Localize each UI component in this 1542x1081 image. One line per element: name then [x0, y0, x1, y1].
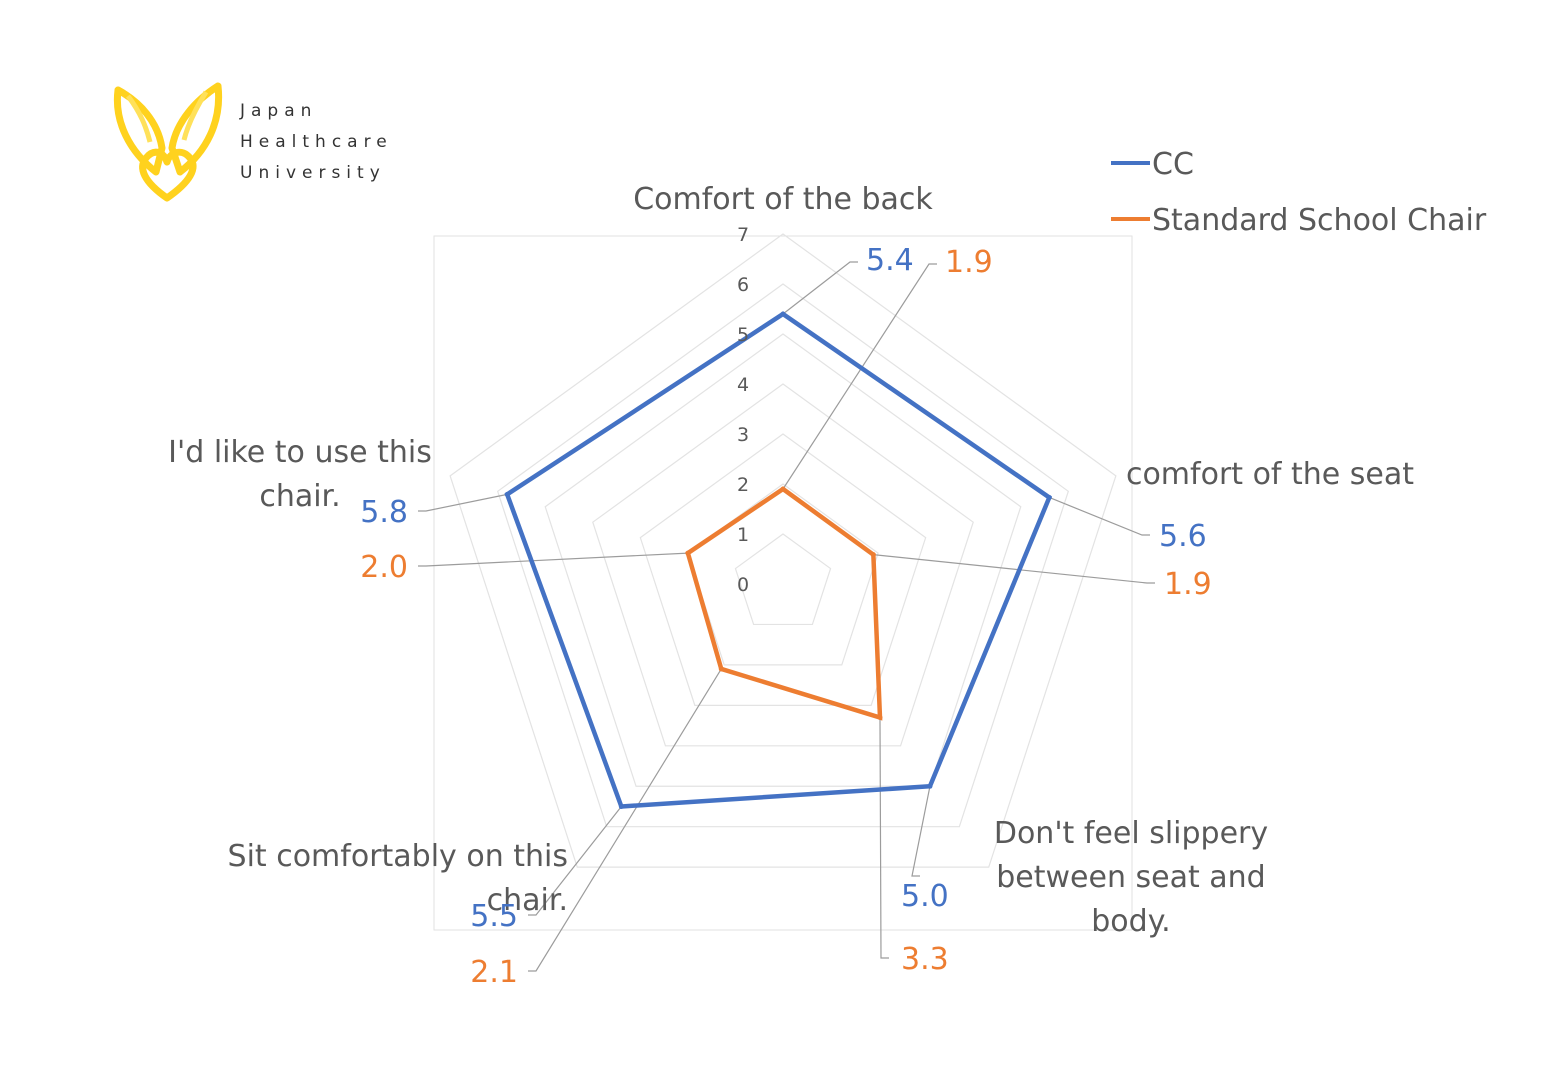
tick-label-1: 1: [737, 524, 749, 546]
leader-line-s1-0: [782, 263, 937, 490]
logo-wings-heart-icon: [113, 82, 223, 202]
tick-label-4: 4: [737, 374, 749, 396]
series-0-point-4: [504, 491, 510, 497]
series-0-point-2: [927, 783, 933, 789]
axis-label-3: Sit comfortably on this chair.: [228, 839, 568, 918]
data-labels: 5.4 5.6 5.0 5.5 5.8 1.9 1.9 3.3 2.1 2.0: [360, 243, 1211, 990]
grid-ring-4: [592, 383, 974, 747]
radar-grid: [449, 233, 1117, 868]
logo-text: Japan Healthcare University: [240, 96, 393, 189]
legend-label-0: CC: [1152, 147, 1194, 182]
data-label-s1-2: 3.3: [901, 942, 949, 977]
tick-label-2: 2: [737, 474, 749, 496]
data-label-s0-0: 5.4: [866, 243, 914, 278]
leader-line-s1-4: [418, 552, 688, 567]
series-1-point-2: [877, 714, 883, 720]
axis-label-2: Don't feel slippery between seat and body.: [994, 816, 1268, 939]
leader-line-s0-3: [528, 806, 622, 916]
series-1-point-3: [718, 666, 724, 672]
leader-line-s1-2: [879, 717, 889, 959]
series-1-point-0: [780, 486, 786, 492]
plot-area-border: [433, 235, 1133, 931]
data-label-s0-2: 5.0: [901, 879, 949, 914]
leader-line-s0-2: [911, 786, 931, 877]
tick-label-6: 6: [737, 274, 749, 296]
logo-line-3: University: [240, 163, 386, 183]
logo-line-1: Japan: [240, 101, 318, 121]
grid-ring-2: [687, 483, 879, 666]
legend: CC Standard School Chair: [1111, 147, 1487, 238]
legend-label-1: Standard School Chair: [1152, 203, 1487, 238]
axis-label-4: I'd like to use this chair.: [168, 435, 432, 514]
series-0-point-1: [1046, 494, 1052, 500]
leader-line-s0-4: [418, 493, 508, 512]
logo-line-2: Healthcare: [240, 132, 393, 152]
series-polygon-1: [685, 486, 883, 721]
tick-label-5: 5: [737, 324, 749, 346]
series-0-point-0: [780, 311, 786, 317]
tick-label-0: 0: [737, 574, 749, 596]
axis-labels: Comfort of the back comfort of the seat Do…: [168, 182, 1414, 939]
leader-line-s0-1: [1049, 496, 1150, 536]
data-label-s1-3: 2.1: [470, 955, 518, 990]
data-label-s0-4: 5.8: [360, 495, 408, 530]
leader-line-s1-3: [528, 668, 722, 972]
grid-ring-5: [544, 333, 1022, 787]
grid-ring-3: [639, 433, 927, 706]
data-label-s1-4: 2.0: [360, 550, 408, 585]
tick-label-7: 7: [737, 224, 749, 246]
series-0-point-3: [618, 803, 624, 809]
grid-ring-1: [734, 533, 832, 626]
axis-label-1: comfort of the seat: [1126, 457, 1414, 492]
grid-ring-7: [449, 233, 1117, 868]
leader-line-s0-0: [782, 261, 858, 315]
leader-line-s1-1: [873, 554, 1155, 584]
data-label-s0-3: 5.5: [470, 899, 518, 934]
radial-tick-labels: 0 1 2 3 4 5 6 7: [737, 224, 749, 596]
tick-label-3: 3: [737, 424, 749, 446]
series-1-point-4: [685, 550, 691, 556]
data-label-s0-1: 5.6: [1159, 519, 1207, 554]
data-label-s1-1: 1.9: [1164, 567, 1212, 602]
series-layer: [504, 311, 1053, 809]
grid-ring-6: [496, 283, 1070, 828]
leader-lines: [418, 261, 1155, 972]
series-polygon-0: [504, 311, 1053, 809]
data-label-s1-0: 1.9: [945, 245, 993, 280]
axis-label-0: Comfort of the back: [633, 182, 933, 217]
series-1-point-1: [870, 552, 876, 558]
